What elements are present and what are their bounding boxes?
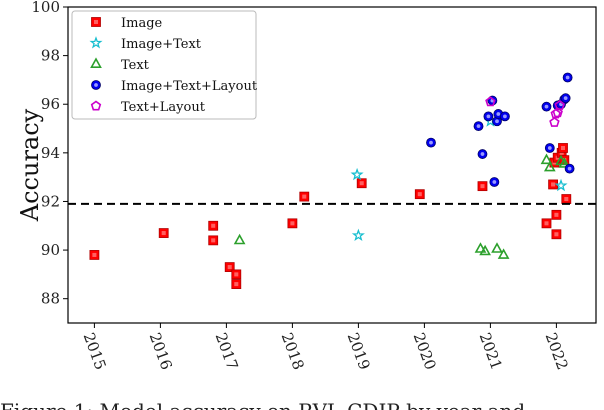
point-text	[233, 233, 246, 245]
point-image	[158, 228, 169, 238]
point-image-text-layout	[489, 177, 500, 187]
legend-marker	[90, 100, 102, 111]
legend: Image Image+Text Text Image+Text+Layout Text…	[71, 10, 258, 120]
point-image	[287, 218, 298, 229]
point-image	[208, 235, 219, 246]
point-image	[299, 191, 310, 202]
legend-frame	[71, 10, 257, 120]
legend-label: Image+Text	[121, 37, 202, 52]
legend-label: Text+Layout	[121, 100, 206, 115]
y-tick-label: 96	[41, 95, 60, 113]
legend-marker	[91, 80, 101, 90]
x-tick-label: 2016	[146, 330, 176, 372]
point-image	[561, 194, 572, 204]
y-tick-label: 98	[41, 47, 60, 65]
point-image-text-layout	[560, 93, 571, 104]
point-image-text-layout	[564, 163, 575, 174]
legend-marker	[89, 36, 103, 49]
legend-label: Image	[121, 16, 163, 31]
point-image-text	[351, 228, 365, 242]
y-axis-label: Accuracy	[16, 108, 44, 222]
point-text	[491, 242, 503, 253]
point-image-text-layout	[544, 143, 555, 153]
plot-frame	[67, 6, 597, 324]
figure-caption: Figure 1: Model accuracy on RVL-CDIP by …	[0, 399, 525, 410]
y-axis: 88 90 92 94 96 98 100	[31, 0, 68, 308]
point-text-layout	[552, 107, 563, 118]
legend-marker	[91, 17, 101, 27]
point-text	[479, 244, 491, 256]
x-tick-label: 2015	[80, 330, 110, 372]
point-image	[541, 218, 552, 229]
point-image-text	[350, 167, 364, 181]
point-image	[414, 189, 425, 200]
point-image-text-layout	[426, 137, 436, 148]
point-text	[543, 160, 556, 172]
x-tick-label: 2019	[344, 330, 374, 372]
point-image-text-layout	[562, 72, 573, 83]
point-text	[497, 248, 510, 259]
point-image	[224, 262, 235, 272]
x-tick-label: 2017	[212, 330, 242, 372]
y-tick-label: 88	[41, 290, 60, 308]
point-image-text-layout	[541, 101, 552, 112]
legend-label: Image+Text+Layout	[121, 79, 258, 94]
point-image	[477, 181, 488, 192]
point-image-text-layout	[483, 111, 494, 122]
legend-marker	[90, 57, 102, 68]
point-image	[231, 279, 242, 290]
y-tick-label: 94	[41, 144, 60, 162]
x-tick-label: 2018	[278, 330, 308, 372]
point-image-text-layout	[500, 111, 510, 122]
point-image	[89, 250, 100, 260]
point-image	[551, 229, 562, 240]
y-tick-label: 92	[41, 192, 60, 210]
point-image-text-layout	[477, 149, 488, 159]
x-tick-label: 2022	[542, 330, 572, 372]
point-text	[558, 157, 571, 168]
point-image	[208, 220, 219, 231]
point-text-layout	[550, 108, 561, 119]
point-text	[474, 242, 487, 253]
point-text-layout	[549, 116, 560, 127]
point-image	[231, 269, 242, 280]
data-points	[89, 72, 575, 290]
point-image-text-layout	[473, 121, 484, 132]
x-axis: 2015 2016 2017 2018 2019 2020 2021 2022	[80, 323, 572, 372]
y-tick-label: 100	[31, 0, 60, 16]
point-text	[540, 153, 553, 165]
point-image-text	[554, 178, 568, 192]
point-text-layout	[485, 96, 496, 107]
x-tick-label: 2020	[410, 330, 440, 372]
point-image	[356, 178, 367, 189]
point-image	[558, 143, 568, 153]
x-tick-label: 2021	[476, 330, 506, 372]
y-tick-label: 90	[41, 241, 60, 259]
legend-label: Text	[121, 58, 150, 73]
point-image	[551, 209, 562, 220]
point-text-layout	[554, 99, 565, 110]
